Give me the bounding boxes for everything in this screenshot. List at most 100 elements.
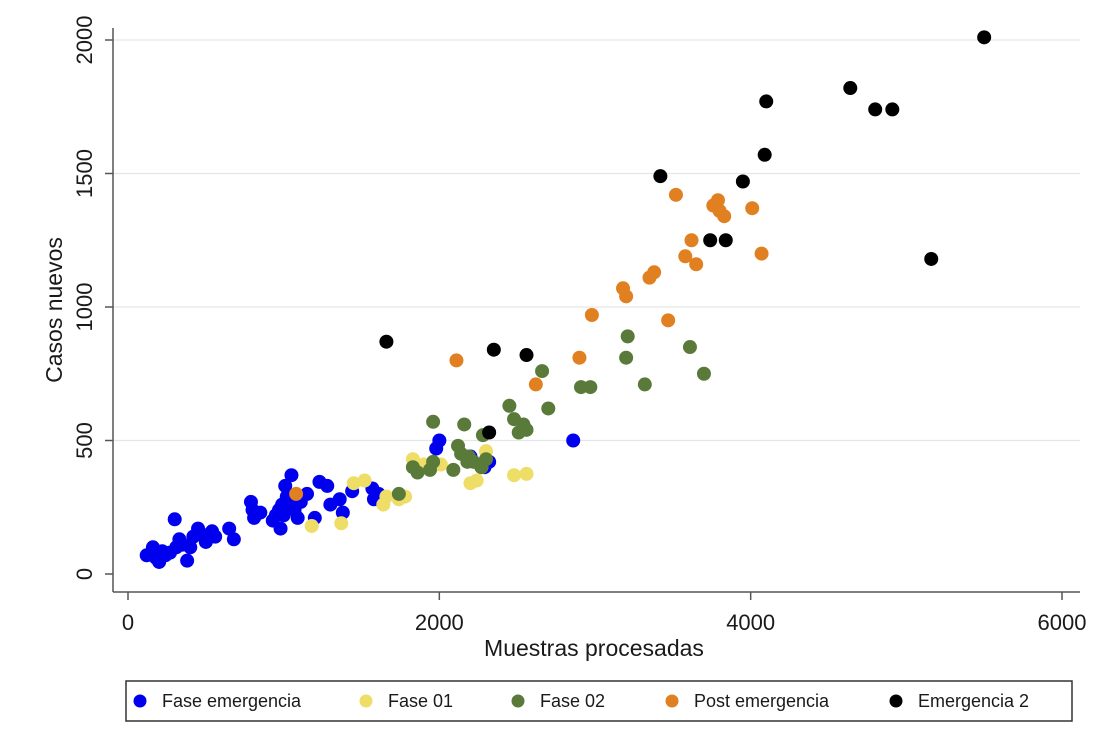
data-point xyxy=(379,334,394,349)
data-point xyxy=(446,462,461,477)
data-point xyxy=(735,174,750,189)
data-point xyxy=(479,452,494,467)
series-points xyxy=(391,329,711,501)
legend-item: Fase emergencia xyxy=(133,691,302,711)
y-tick-label: 2000 xyxy=(72,16,97,65)
data-point xyxy=(584,308,599,323)
x-axis-title: Muestras procesadas xyxy=(484,635,704,661)
data-point xyxy=(304,518,319,533)
data-point xyxy=(868,102,883,117)
data-point xyxy=(535,364,550,379)
x-tick-label: 0 xyxy=(122,610,134,635)
legend-marker xyxy=(511,694,525,708)
data-point xyxy=(457,417,472,432)
data-point xyxy=(379,489,394,504)
legend-label: Emergencia 2 xyxy=(918,691,1029,711)
data-point xyxy=(924,251,939,266)
legend: Fase emergencia Fase 01 Fase 02 Post emerge… xyxy=(125,680,1073,722)
data-point xyxy=(226,532,241,547)
data-point xyxy=(977,30,992,45)
data-point xyxy=(696,366,711,381)
y-tick-label: 500 xyxy=(72,422,97,459)
data-point xyxy=(684,233,699,248)
data-point xyxy=(278,478,293,493)
data-point xyxy=(183,540,198,555)
data-point xyxy=(885,102,900,117)
data-point xyxy=(668,187,683,202)
data-point xyxy=(357,473,372,488)
data-point xyxy=(757,147,772,162)
data-point xyxy=(332,492,347,507)
data-point xyxy=(703,233,718,248)
legend-label: Post emergencia xyxy=(694,691,830,711)
data-point xyxy=(469,473,484,488)
data-point xyxy=(320,478,335,493)
data-point xyxy=(661,313,676,328)
data-point xyxy=(346,476,361,491)
data-point xyxy=(289,486,304,501)
data-point xyxy=(486,342,501,357)
data-point xyxy=(653,169,668,184)
data-point xyxy=(300,486,315,501)
data-point xyxy=(519,466,534,481)
data-point xyxy=(449,353,464,368)
data-point xyxy=(208,529,223,544)
data-point xyxy=(620,329,635,344)
data-point xyxy=(745,201,760,216)
legend-label: Fase 02 xyxy=(540,691,605,711)
data-point xyxy=(507,468,522,483)
data-point xyxy=(391,486,406,501)
legend-item: Post emergencia xyxy=(665,691,830,711)
legend-marker xyxy=(359,694,373,708)
data-point xyxy=(682,340,697,355)
data-point xyxy=(678,249,693,264)
data-point xyxy=(718,233,733,248)
legend-marker xyxy=(665,694,679,708)
data-point xyxy=(566,433,581,448)
data-point xyxy=(754,246,769,261)
data-point xyxy=(519,422,534,437)
data-point xyxy=(335,505,350,520)
data-point xyxy=(647,265,662,280)
legend-box xyxy=(125,680,1073,722)
data-point xyxy=(541,401,556,416)
legend-item: Fase 01 xyxy=(359,691,453,711)
data-points xyxy=(139,30,992,569)
data-point xyxy=(273,521,288,536)
data-point xyxy=(717,209,732,224)
data-point xyxy=(583,380,598,395)
data-point xyxy=(619,289,634,304)
data-point xyxy=(253,505,268,520)
data-point xyxy=(290,510,305,525)
data-point xyxy=(426,454,441,469)
legend-label: Fase emergencia xyxy=(162,691,302,711)
x-tick-label: 6000 xyxy=(1038,610,1087,635)
y-tick-label: 0 xyxy=(72,568,97,580)
data-point xyxy=(572,350,587,365)
data-point xyxy=(759,94,774,109)
data-point xyxy=(432,433,447,448)
data-point xyxy=(689,257,704,272)
data-point xyxy=(519,348,534,363)
data-point xyxy=(528,377,543,392)
y-axis-title: Casos nuevos xyxy=(41,237,67,383)
data-point xyxy=(710,193,725,208)
y-tick-label: 1500 xyxy=(72,149,97,198)
gridlines xyxy=(113,39,1080,442)
x-axis-ticks: 0 2000 4000 6000 xyxy=(122,592,1087,635)
data-point xyxy=(482,425,497,440)
data-point xyxy=(502,398,517,413)
data-point xyxy=(334,516,349,531)
series-points xyxy=(379,30,992,440)
data-point xyxy=(410,465,425,480)
legend-label: Fase 01 xyxy=(388,691,453,711)
data-point xyxy=(284,468,299,483)
x-tick-label: 4000 xyxy=(726,610,775,635)
series-points xyxy=(289,187,769,501)
legend-item: Fase 02 xyxy=(511,691,605,711)
data-point xyxy=(222,521,237,536)
data-point xyxy=(180,553,195,568)
data-point xyxy=(619,350,634,365)
legend-marker xyxy=(133,694,147,708)
